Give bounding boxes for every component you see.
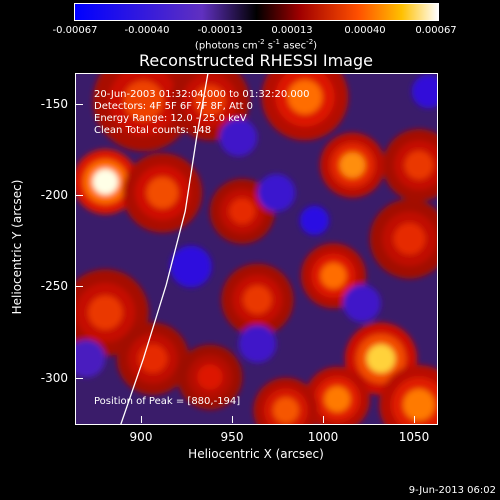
colorbar-tick-label: 0.00013 xyxy=(271,25,313,36)
heatmap-source-blob xyxy=(324,386,351,413)
colorbar-units: (photons cm-2 s-1 asec-2) xyxy=(194,38,318,52)
x-tick-mark xyxy=(414,416,415,423)
heatmap-source-blob xyxy=(75,339,106,378)
heatmap-source-blob xyxy=(393,223,426,255)
y-tick-label: -150 xyxy=(40,97,68,111)
heatmap-plot-area xyxy=(75,73,438,425)
heatmap-source-blob xyxy=(170,245,212,288)
x-tick-label: 900 xyxy=(129,430,153,444)
heatmap-source-blob xyxy=(339,152,366,178)
y-tick-mark xyxy=(76,195,83,196)
colorbar-tick-label: -0.00013 xyxy=(197,25,243,36)
y-tick-label: -200 xyxy=(40,188,68,202)
peak-position-annotation: Position of Peak = [880,-194] xyxy=(94,396,241,407)
heatmap-source-blob xyxy=(411,74,438,109)
heatmap-source-blob xyxy=(238,325,277,363)
heatmap-svg xyxy=(75,73,438,425)
heatmap-source-blob xyxy=(366,344,396,373)
y-tick-mark xyxy=(76,378,83,379)
x-tick-mark xyxy=(323,416,324,423)
energy-range-annotation: Energy Range: 12.0 - 25.0 keV xyxy=(94,113,247,124)
heatmap-source-blob xyxy=(287,79,323,115)
heatmap-source-blob xyxy=(320,262,347,289)
clean-counts-annotation: Clean Total counts: 148 xyxy=(94,125,212,136)
x-axis-label: Heliocentric X (arcsec) xyxy=(188,447,324,461)
y-tick-label: -300 xyxy=(40,371,68,385)
heatmap-source-blob xyxy=(403,389,435,421)
x-tick-label: 950 xyxy=(220,430,244,444)
chart-title: Reconstructed RHESSI Image xyxy=(139,51,373,70)
heatmap-source-blob xyxy=(299,205,330,236)
y-tick-label: -250 xyxy=(40,279,68,293)
heatmap-source-blob xyxy=(229,198,256,225)
x-tick-label: 1000 xyxy=(307,430,339,444)
colorbar-tick-label: -0.00040 xyxy=(124,25,170,36)
detectors-annotation: Detectors: 4F 5F 6F 7F 8F, Att 0 xyxy=(94,101,254,112)
colorbar xyxy=(74,3,439,21)
colorbar-tick-label: -0.00067 xyxy=(52,25,98,36)
heatmap-source-blob xyxy=(92,168,119,195)
y-tick-mark xyxy=(76,286,83,287)
colorbar-tick-label: 0.00067 xyxy=(415,25,457,36)
x-tick-mark xyxy=(141,416,142,423)
y-axis-label: Heliocentric Y (arcsec) xyxy=(10,179,24,315)
x-tick-label: 1050 xyxy=(398,430,430,444)
date-stamp: 9-Jun-2013 06:02 xyxy=(408,485,496,496)
solar-limb-line xyxy=(119,73,209,425)
heatmap-source-blob xyxy=(343,284,381,323)
heatmap-source-blob xyxy=(123,80,164,121)
colorbar-tick-label: 0.00040 xyxy=(344,25,386,36)
heatmap-source-blob xyxy=(404,150,434,180)
x-tick-mark xyxy=(232,416,233,423)
heatmap-source-blob xyxy=(273,397,299,424)
heatmap-source-blob xyxy=(88,295,123,330)
heatmap-source-blob xyxy=(257,173,296,212)
heatmap-source-blob xyxy=(219,118,258,157)
y-tick-mark xyxy=(76,104,83,105)
heatmap-source-blob xyxy=(146,177,179,209)
heatmap-source-blob xyxy=(243,285,272,314)
heatmap-source-blob xyxy=(197,364,223,390)
time-range-annotation: 20-Jun-2003 01:32:04.000 to 01:32:20.000 xyxy=(94,89,310,100)
